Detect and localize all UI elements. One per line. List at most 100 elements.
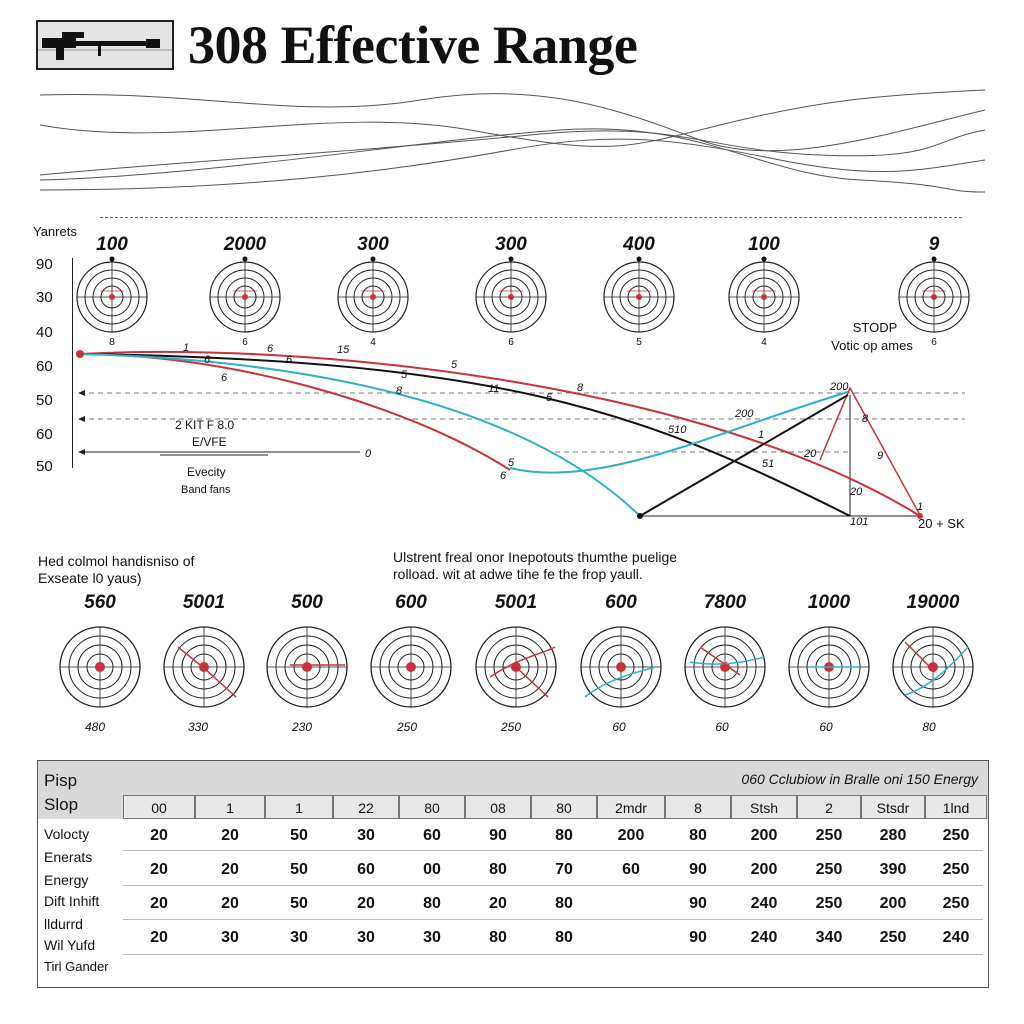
point-label: 1	[183, 342, 190, 354]
table-column-header: Stsh	[731, 795, 797, 819]
y-label: 60	[36, 426, 53, 443]
range-label: 300	[357, 234, 389, 255]
point-label: 8	[862, 413, 869, 425]
left-note-line2: E/VFE	[192, 435, 227, 449]
target-icon	[728, 255, 800, 333]
point-label: 200	[830, 381, 849, 393]
table-cell: 280	[879, 827, 907, 844]
point-label: 15	[337, 344, 350, 356]
table-cell: 80	[423, 895, 441, 912]
point-label: 20	[850, 486, 863, 498]
table-cell: 50	[290, 895, 308, 912]
target-bottom-label: 330	[187, 720, 209, 734]
target-sub-label: 6	[508, 337, 514, 348]
table-cell: 80	[689, 827, 707, 844]
target-sub-label: 8	[109, 337, 115, 348]
table-cell: 30	[423, 929, 441, 946]
table-column-header: 2mdr	[597, 795, 665, 819]
table-column-header: Stsdr	[861, 795, 925, 819]
point-label: 6	[500, 470, 507, 482]
left-caption-line1: Evecity	[187, 465, 226, 479]
table-row-label: Wil Yufd	[44, 937, 96, 953]
ballistics-table: Pisp Slop 060 Cclubiow in Bralle oni 150…	[37, 760, 989, 988]
table-cell: 90	[489, 827, 507, 844]
section2-right-caption-line2: rolload. wit at adwe tihe fe the frop ya…	[393, 566, 643, 582]
point-label: 5	[508, 457, 515, 469]
y-label: 60	[36, 358, 53, 375]
table-column-header: 22	[333, 795, 399, 819]
table-column-header: 8	[665, 795, 731, 819]
point-label: 20	[804, 448, 817, 460]
range-label: 100	[748, 234, 780, 255]
table-cell: 30	[357, 929, 375, 946]
point-label: 0	[365, 448, 372, 460]
table-row-label: Tirl Gander	[44, 959, 109, 974]
range-label: 500	[291, 592, 323, 613]
table-row-label: Energy	[44, 872, 89, 888]
target-bottom-label: 80	[922, 720, 936, 734]
table-cell: 80	[555, 929, 573, 946]
section2-left-caption-line2: Exseate l0 yaus)	[38, 570, 142, 586]
bottom-targets	[59, 626, 974, 708]
table-cell: 250	[815, 827, 843, 844]
target-bottom-label: 60	[715, 720, 729, 734]
table-row-divider	[123, 919, 983, 920]
target-icon	[209, 255, 281, 333]
table-cell: 80	[489, 861, 507, 878]
point-label: 6	[286, 354, 293, 366]
y-label: 40	[36, 324, 53, 341]
table-cell: 20	[221, 827, 239, 844]
point-label: 101	[850, 516, 869, 528]
point-label: 9	[877, 450, 884, 462]
range-label: 1000	[807, 592, 851, 613]
trajectory-diagram	[76, 350, 965, 519]
table-cell: 390	[879, 861, 907, 878]
table-cell: 250	[879, 929, 907, 946]
target-icon	[603, 255, 675, 333]
target-sub-label: 6	[242, 337, 248, 348]
range-label: 600	[395, 592, 427, 613]
target-bottom-label: 60	[612, 720, 626, 734]
point-label: 6	[204, 354, 211, 366]
table-row-label: lldurrd	[44, 916, 83, 932]
page-title: 308 Effective Range	[188, 15, 638, 75]
table-row-label: Volocty	[44, 826, 90, 842]
table-cell: 20	[150, 929, 168, 946]
point-label: 1	[758, 429, 765, 441]
table-cell: 60	[622, 861, 640, 878]
table-cell: 340	[815, 929, 843, 946]
table-cell: 60	[423, 827, 441, 844]
section2-left-caption-line1: Hed colmol handisniso of	[38, 553, 195, 569]
table-cell: 30	[221, 929, 239, 946]
table-cell: 20	[150, 827, 168, 844]
table-cell: 30	[357, 827, 375, 844]
table-row-divider	[123, 885, 983, 886]
table-cell: 80	[555, 827, 573, 844]
table-cell: 80	[489, 929, 507, 946]
decorative-wave-lines	[39, 89, 986, 193]
target-sub-label: 4	[761, 337, 767, 348]
target-sub-label: 5	[636, 337, 642, 348]
divider-dashed	[100, 217, 962, 218]
y-axis-header: Yanrets	[33, 224, 77, 239]
table-cell: 20	[221, 895, 239, 912]
table-cell: 240	[750, 895, 778, 912]
y-label: 30	[36, 289, 53, 306]
table-column-header: 1	[195, 795, 265, 819]
point-label: 200	[735, 408, 754, 420]
point-label: 510	[668, 424, 687, 436]
range-label: 600	[605, 592, 637, 613]
table-row-label: Enerats	[44, 849, 93, 865]
range-label: 5001	[494, 592, 538, 613]
cyan-trajectory	[79, 353, 641, 517]
target-icon	[337, 255, 409, 333]
point-label: 5	[546, 392, 553, 404]
table-cell: 80	[555, 895, 573, 912]
table-title: 060 Cclubiow in Bralle oni 150 Energy	[741, 771, 978, 787]
table-header-left-2: Slop	[44, 795, 79, 814]
target-sub-label: 4	[370, 337, 376, 348]
point-label: 6	[221, 372, 228, 384]
table-cell: 20	[357, 895, 375, 912]
point-label: 51	[762, 458, 775, 470]
black-trajectory	[79, 353, 851, 517]
